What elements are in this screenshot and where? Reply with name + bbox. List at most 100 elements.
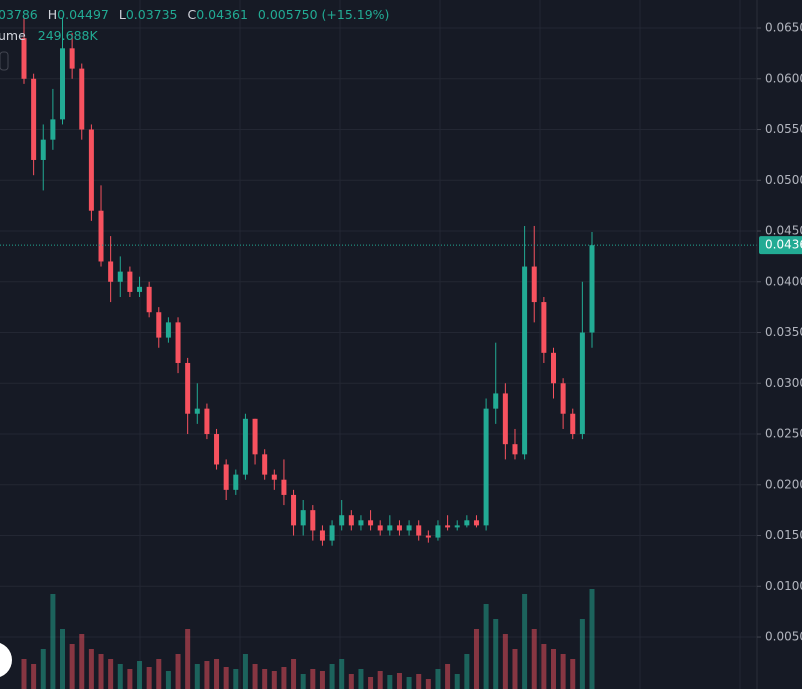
- volume-bar: [185, 629, 191, 689]
- volume-bar: [31, 664, 37, 689]
- candle-body: [464, 520, 470, 526]
- candle-body: [88, 129, 94, 211]
- candle-body: [185, 362, 191, 414]
- volume-bar: [204, 661, 210, 689]
- volume-bar: [416, 674, 422, 689]
- volume-bar: [175, 654, 181, 689]
- volume-bar: [358, 669, 364, 689]
- volume-bar: [233, 669, 239, 689]
- candle-body: [117, 271, 123, 282]
- volume-bar: [464, 654, 470, 689]
- volume-bar: [98, 654, 104, 689]
- candle-body: [550, 352, 556, 384]
- volume-bar: [406, 677, 412, 689]
- volume-bar: [387, 675, 393, 689]
- volume-bar: [271, 671, 277, 689]
- candle-body: [69, 48, 75, 69]
- candle-body: [165, 322, 171, 338]
- candle-body: [50, 119, 56, 140]
- volume-bar: [512, 649, 518, 689]
- volume-bar: [291, 659, 297, 689]
- candle-body: [262, 454, 268, 475]
- ohlc-legend: 03786 H0.04497 L0.03735 C0.04361 0.00575…: [0, 7, 389, 22]
- logo-button[interactable]: [0, 642, 12, 678]
- volume-bar: [214, 659, 220, 689]
- volume-bar: [483, 604, 489, 689]
- candle-body: [473, 520, 479, 526]
- volume-bar: [137, 661, 143, 689]
- volume-bar: [522, 594, 528, 689]
- close-label: C: [187, 7, 197, 22]
- volume-bar: [348, 674, 354, 689]
- low-value: 0.03735: [125, 7, 178, 22]
- volume-bar: [223, 667, 229, 689]
- volume-bar: [117, 664, 123, 689]
- candle-body: [570, 413, 576, 435]
- candle-body: [31, 78, 37, 160]
- candle-body: [137, 286, 143, 292]
- candle-body: [156, 312, 162, 338]
- volume-bar: [550, 649, 556, 689]
- volume-bar: [88, 649, 94, 689]
- candle-body: [271, 474, 277, 480]
- volume-bar: [493, 619, 499, 689]
- candle-body: [291, 494, 297, 526]
- volume-bar: [454, 674, 460, 689]
- volume-bar: [445, 664, 451, 689]
- candle-body: [281, 479, 287, 495]
- open-value: 03786: [0, 7, 38, 22]
- candle-body: [541, 302, 547, 353]
- candle-body: [252, 418, 258, 455]
- volume-value: 249.688K: [37, 28, 98, 43]
- candle-body: [339, 515, 345, 526]
- volume-bar: [108, 659, 114, 689]
- candle-body: [233, 474, 239, 490]
- candle-body: [522, 266, 528, 455]
- candle-body: [560, 383, 566, 414]
- volume-bar: [194, 664, 200, 689]
- volume-label: ume: [0, 28, 26, 43]
- volume-bar: [560, 654, 566, 689]
- volume-bar: [396, 673, 402, 689]
- high-label: H: [47, 7, 58, 22]
- candle-body: [416, 525, 422, 536]
- candle-body: [368, 520, 374, 526]
- volume-bar: [531, 629, 537, 689]
- volume-bar: [435, 669, 441, 689]
- volume-bar: [310, 669, 316, 689]
- candle-body: [127, 271, 133, 292]
- candle-body: [502, 393, 508, 445]
- volume-bar: [165, 671, 171, 689]
- candle-body: [445, 525, 451, 528]
- volume-bar: [319, 671, 325, 689]
- control-button[interactable]: [0, 51, 9, 71]
- volume-bar: [541, 644, 547, 689]
- volume-bar: [589, 589, 595, 689]
- volume-bar: [377, 671, 383, 689]
- candle-body: [454, 525, 460, 528]
- volume-bar: [50, 594, 56, 689]
- candle-body: [483, 408, 489, 526]
- candle-body: [300, 510, 306, 526]
- volume-bar: [502, 634, 508, 689]
- candle-body: [348, 515, 354, 526]
- volume-bar: [570, 659, 576, 689]
- low-label: L: [118, 7, 126, 22]
- volume-bar: [40, 649, 46, 689]
- candle-body: [194, 408, 200, 414]
- volume-bar: [579, 619, 585, 689]
- candle-body: [358, 520, 364, 526]
- candle-body: [387, 525, 393, 531]
- candle-body: [40, 139, 46, 160]
